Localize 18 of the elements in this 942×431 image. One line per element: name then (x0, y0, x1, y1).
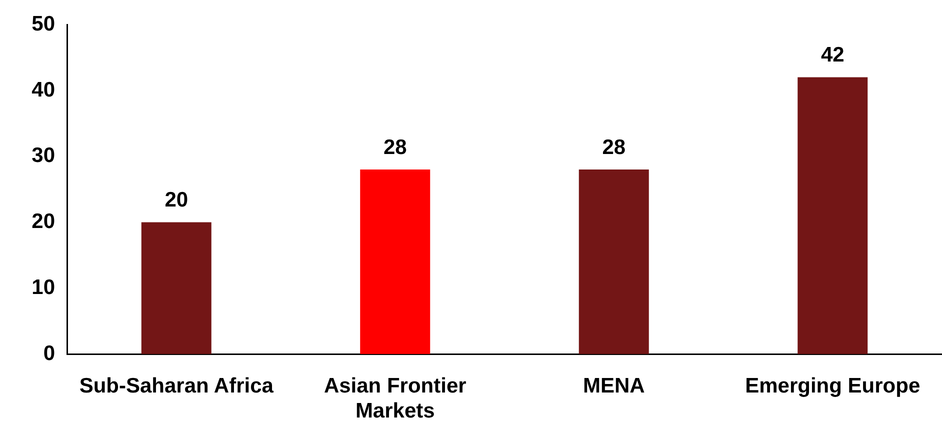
bar (578, 170, 649, 354)
x-tick-label: Asian Frontier Markets (324, 374, 466, 423)
data-label: 28 (383, 136, 408, 159)
x-tick-label: MENA (582, 374, 645, 398)
data-label: 20 (164, 188, 188, 212)
y-tick-label: 10 (32, 276, 55, 299)
bar (141, 222, 212, 354)
bar (360, 170, 430, 354)
data-label: 28 (602, 136, 626, 159)
bar (798, 77, 868, 354)
y-tick-label: 50 (32, 12, 55, 36)
y-tick-label: 40 (32, 78, 55, 102)
x-tick-label: Emerging Europe (745, 374, 920, 398)
data-label: 42 (820, 44, 844, 67)
y-tick-label: 0 (43, 342, 55, 365)
y-tick-label: 30 (32, 144, 55, 168)
x-tick-label: Sub-Saharan Africa (79, 374, 274, 398)
y-tick-label: 20 (32, 210, 55, 234)
